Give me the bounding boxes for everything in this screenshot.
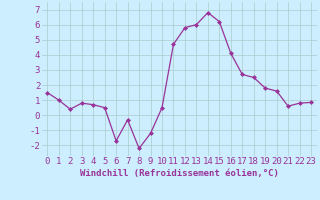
X-axis label: Windchill (Refroidissement éolien,°C): Windchill (Refroidissement éolien,°C): [80, 169, 279, 178]
